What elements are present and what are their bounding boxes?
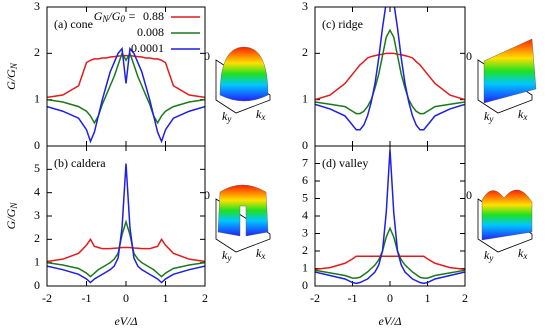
x-axis-label: eV/Δ bbox=[114, 314, 137, 328]
inset-axis-label: ky​ bbox=[222, 109, 231, 124]
line-series bbox=[315, 255, 465, 271]
y-tick-label: 0 bbox=[302, 138, 308, 152]
y-tick-label: 2 bbox=[34, 231, 40, 245]
line-series bbox=[315, 226, 465, 279]
y-tick-label: 3 bbox=[302, 225, 308, 239]
inset-axis-label: kx​ bbox=[518, 246, 527, 261]
x-axis-label: eV/Δ bbox=[378, 314, 401, 328]
panel-label: (a) cone bbox=[54, 17, 93, 31]
y-tick-label: 1 bbox=[302, 260, 308, 274]
y-tick-label: 2 bbox=[34, 45, 40, 59]
line-series bbox=[47, 219, 205, 278]
y-tick-label: 3 bbox=[302, 0, 308, 13]
plot-frame bbox=[46, 145, 206, 287]
y-axis-label: G/GN​ bbox=[4, 202, 19, 230]
x-tick-label: 1 bbox=[163, 291, 169, 305]
y-tick-label: 7 bbox=[302, 155, 308, 169]
y-tick-label: 5 bbox=[34, 161, 40, 175]
x-tick-label: 0 bbox=[387, 291, 393, 305]
inset: 0 ky​ kx​ bbox=[204, 46, 271, 124]
inset-axis-label: 0 bbox=[466, 49, 472, 63]
inset: 0 ky​ kx​ bbox=[204, 184, 271, 263]
inset-axis-label: 0 bbox=[204, 188, 210, 202]
panel-label: (b) caldera bbox=[54, 156, 106, 170]
inset-axis-label: 0 bbox=[466, 188, 472, 202]
y-tick-label: 1 bbox=[302, 91, 308, 105]
line-series bbox=[315, 52, 465, 101]
legend-label: 0.0001 bbox=[131, 41, 164, 55]
inset-axis-label: kx​ bbox=[518, 107, 527, 122]
line-series bbox=[47, 163, 205, 284]
line-series bbox=[47, 237, 205, 263]
y-tick-label: 6 bbox=[302, 173, 308, 187]
legend-title: GN​/G0​ = bbox=[94, 9, 136, 24]
x-tick-label: 0 bbox=[123, 291, 129, 305]
inset-surface bbox=[219, 46, 269, 102]
y-tick-label: 4 bbox=[34, 184, 40, 198]
y-tick-label: 3 bbox=[34, 0, 40, 13]
line-series bbox=[315, 7, 465, 131]
y-tick-label: 2 bbox=[302, 243, 308, 257]
x-tick-label: -2 bbox=[310, 291, 320, 305]
inset-surface bbox=[483, 38, 537, 104]
y-axis-label: G/GN​ bbox=[4, 62, 19, 90]
line-series bbox=[315, 28, 465, 115]
inset-axis-label: ky​ bbox=[222, 248, 231, 263]
x-tick-label: 2 bbox=[202, 291, 208, 305]
y-tick-label: 3 bbox=[34, 208, 40, 222]
line-series bbox=[47, 51, 205, 125]
legend-label: 0.88 bbox=[143, 9, 164, 23]
inset-axis-label: kx​ bbox=[256, 107, 265, 122]
x-tick-label: -2 bbox=[42, 291, 52, 305]
line-series bbox=[47, 46, 205, 144]
y-tick-label: 1 bbox=[34, 254, 40, 268]
panel-label: (d) valley bbox=[322, 156, 368, 170]
inset-axis-label: 0 bbox=[204, 49, 210, 63]
line-series bbox=[47, 54, 205, 99]
y-tick-label: 0 bbox=[302, 278, 308, 292]
inset-axis-label: ky​ bbox=[484, 248, 493, 263]
x-tick-label: -1 bbox=[348, 291, 358, 305]
inset-surface bbox=[481, 189, 533, 241]
line-series bbox=[315, 149, 465, 285]
x-tick-label: -1 bbox=[82, 291, 92, 305]
y-tick-label: 1 bbox=[34, 91, 40, 105]
legend-label: 0.008 bbox=[137, 25, 164, 39]
y-tick-label: 4 bbox=[302, 208, 308, 222]
y-tick-label: 0 bbox=[34, 278, 40, 292]
x-tick-label: 1 bbox=[425, 291, 431, 305]
inset: 0 ky​ kx​ bbox=[466, 38, 537, 124]
x-tick-label: 2 bbox=[462, 291, 468, 305]
inset-surface bbox=[217, 184, 269, 237]
y-tick-label: 5 bbox=[302, 190, 308, 204]
plot-frame bbox=[314, 145, 466, 287]
panel-label: (c) ridge bbox=[322, 17, 363, 31]
inset-axis-label: kx​ bbox=[256, 246, 265, 261]
inset-axis-label: ky​ bbox=[484, 109, 493, 124]
y-tick-label: 0 bbox=[34, 138, 40, 152]
y-tick-label: 2 bbox=[302, 45, 308, 59]
inset: 0 ky​ kx​ bbox=[466, 188, 533, 263]
